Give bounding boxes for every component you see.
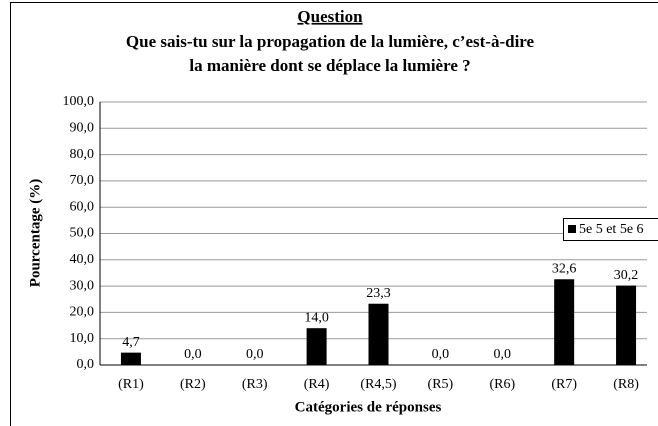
data-label: 23,3	[366, 286, 391, 301]
chart-subtitle: Que sais-tu sur la propagation de la lum…	[126, 32, 535, 51]
legend-swatch	[568, 225, 576, 233]
x-tick-label: (R6)	[489, 377, 515, 392]
y-tick-label: 50,0	[70, 226, 95, 241]
x-tick-label: (R4)	[304, 377, 330, 392]
chart-title: Question	[297, 7, 363, 26]
y-axis-label: Pourcentage (%)	[27, 179, 43, 287]
y-tick-label: 60,0	[70, 199, 95, 214]
y-tick-label: 30,0	[70, 278, 95, 293]
y-tick-label: 90,0	[70, 121, 95, 136]
chart-border	[10, 2, 658, 426]
data-label: 30,2	[614, 268, 639, 283]
chart-subtitle: la manière dont se déplace la lumière ?	[189, 56, 470, 75]
legend-box	[563, 218, 658, 241]
bar	[120, 352, 141, 365]
data-label: 4,7	[122, 335, 140, 350]
y-tick-label: 40,0	[70, 252, 95, 267]
legend-label: 5e 5 et 5e 6	[579, 222, 644, 237]
y-tick-label: 100,0	[63, 94, 95, 109]
bar	[368, 303, 389, 365]
x-tick-label: (R8)	[613, 377, 639, 392]
bar	[306, 328, 327, 365]
data-label: 0,0	[432, 347, 450, 362]
bar	[616, 285, 637, 365]
x-tick-label: (R1)	[118, 377, 144, 392]
y-tick-label: 20,0	[70, 305, 95, 320]
x-tick-label: (R4,5)	[360, 377, 397, 392]
x-tick-label: (R2)	[180, 377, 206, 392]
data-label: 32,6	[552, 261, 577, 276]
data-label: 0,0	[494, 347, 512, 362]
x-tick-label: (R7)	[551, 377, 577, 392]
x-tick-label: (R5)	[428, 377, 454, 392]
data-label: 0,0	[246, 347, 264, 362]
y-tick-label: 80,0	[70, 147, 95, 162]
data-label: 14,0	[304, 310, 329, 325]
y-tick-label: 0,0	[77, 357, 95, 372]
x-tick-label: (R3)	[242, 377, 268, 392]
bar	[554, 279, 575, 365]
y-tick-label: 10,0	[70, 331, 95, 346]
y-tick-label: 70,0	[70, 173, 95, 188]
data-label: 0,0	[184, 347, 202, 362]
x-axis-label: Catégories de réponses	[295, 399, 442, 415]
